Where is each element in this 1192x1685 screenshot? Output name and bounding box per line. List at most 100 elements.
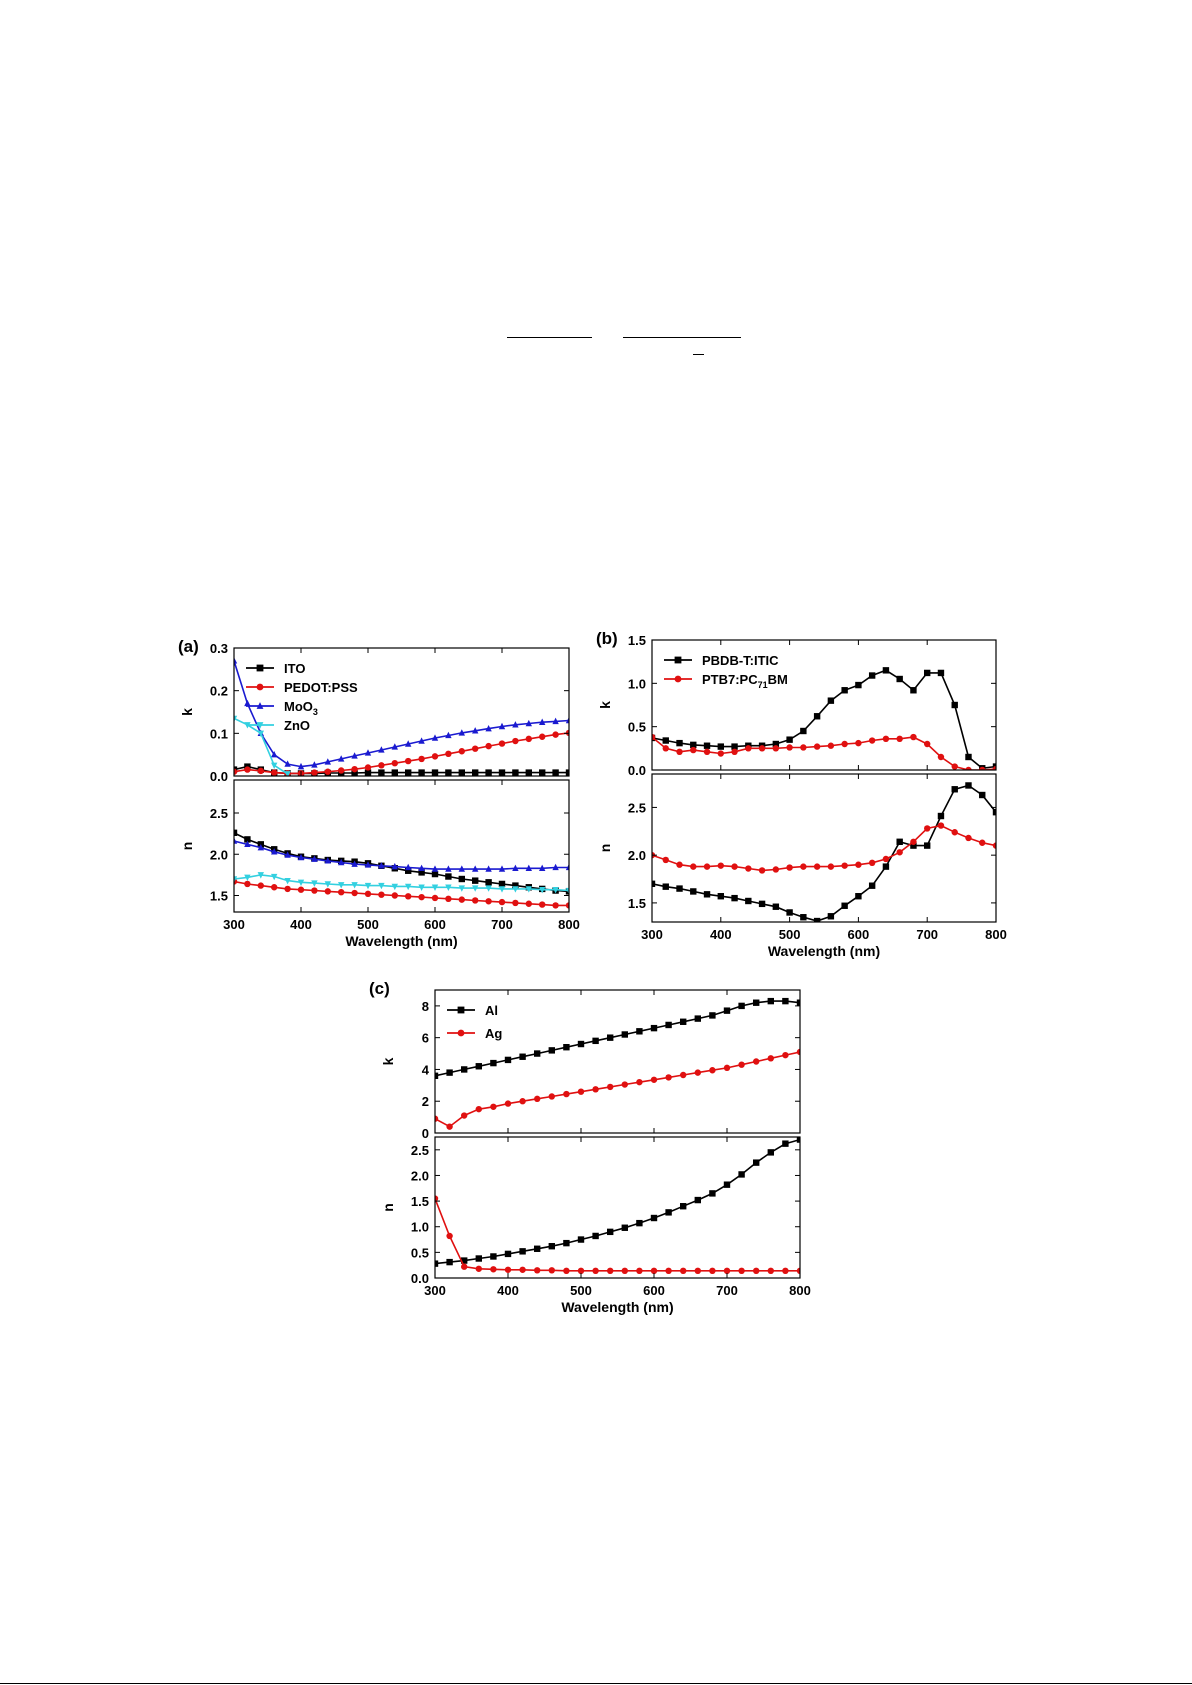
x-tick-label: 300 <box>424 1283 446 1298</box>
data-point <box>445 750 452 758</box>
data-point <box>738 1002 745 1010</box>
data-point <box>431 894 439 902</box>
data-point <box>271 873 278 881</box>
data-point <box>563 1044 570 1051</box>
data-point <box>841 687 848 694</box>
series-Al <box>435 1137 800 1267</box>
data-point <box>855 861 862 868</box>
data-point <box>271 769 278 776</box>
x-axis-label: Wavelength (nm) <box>345 933 457 949</box>
x-tick-label: 700 <box>916 927 938 942</box>
y-tick-label: 6 <box>422 1031 429 1046</box>
data-point <box>796 999 800 1006</box>
data-point <box>472 897 479 904</box>
data-point <box>577 1236 585 1243</box>
data-point <box>636 1219 643 1227</box>
data-point <box>796 1048 800 1056</box>
y-axis-label: k <box>597 701 613 709</box>
data-point <box>753 999 760 1006</box>
x-tick-label: 500 <box>357 917 379 932</box>
equation-fraction-bar <box>623 337 741 338</box>
data-point <box>539 901 546 908</box>
data-point <box>534 1050 541 1057</box>
data-point <box>703 891 711 898</box>
data-point <box>512 899 519 907</box>
data-point <box>951 829 958 836</box>
data-point <box>753 1267 760 1275</box>
data-point <box>565 863 569 871</box>
data-point <box>445 884 452 891</box>
data-point <box>475 1063 482 1070</box>
data-point <box>391 760 398 767</box>
data-point <box>552 717 559 725</box>
data-point <box>924 740 931 748</box>
legend-label: PTB7:PC71BM <box>702 672 788 690</box>
data-point <box>868 737 876 744</box>
data-point <box>709 1067 716 1074</box>
data-point <box>703 863 711 870</box>
data-point <box>512 886 519 893</box>
data-point <box>767 1055 774 1062</box>
data-point <box>772 745 780 752</box>
data-point <box>461 1257 468 1264</box>
legend-label: MoO3 <box>284 699 318 717</box>
data-point <box>435 1260 439 1267</box>
legend-label: PBDB-T:ITIC <box>702 653 779 668</box>
data-point <box>827 863 835 870</box>
data-point <box>563 1267 570 1275</box>
data-point <box>758 745 766 752</box>
data-point <box>271 750 278 758</box>
data-point <box>674 656 682 664</box>
data-point <box>577 1267 585 1275</box>
x-tick-label: 300 <box>641 927 663 942</box>
data-point <box>475 1265 482 1272</box>
subplot-n: 1.5 2.0 2.5 300 400 500 600 700 800 Wavelength (n… <box>597 773 1007 959</box>
series-PTB7:PC71BM <box>652 822 996 874</box>
data-point <box>937 669 945 677</box>
data-point <box>992 842 996 849</box>
y-tick-label: 0.0 <box>411 1271 429 1286</box>
data-point <box>910 838 917 845</box>
data-point <box>405 867 412 874</box>
data-point <box>621 1081 628 1088</box>
data-point <box>552 769 559 776</box>
data-point <box>351 860 358 867</box>
data-point <box>485 898 492 905</box>
data-point <box>338 889 345 896</box>
x-tick-label: 500 <box>570 1283 592 1298</box>
series-MoO3 <box>234 837 569 872</box>
data-point <box>418 864 425 871</box>
data-point <box>652 880 656 888</box>
data-point <box>548 1047 555 1054</box>
data-point <box>257 730 264 738</box>
data-point <box>525 886 532 893</box>
series-line <box>234 732 569 775</box>
data-point <box>311 880 318 887</box>
legend-label: Al <box>485 1003 498 1018</box>
data-point <box>951 701 958 709</box>
data-point <box>552 887 559 894</box>
data-point <box>896 849 903 856</box>
data-point <box>607 1034 614 1041</box>
data-point <box>256 702 264 709</box>
panel-label: (a) <box>178 637 199 656</box>
data-point <box>910 687 917 694</box>
data-point <box>717 893 724 900</box>
data-point <box>525 735 532 743</box>
subplot-n: 1.5 2.0 2.5 300 400 500 600 700 800 Wavelength (n… <box>179 779 580 949</box>
data-point <box>234 876 238 883</box>
data-point <box>924 669 931 677</box>
data-point <box>738 1267 745 1275</box>
x-axis-label: Wavelength (nm) <box>561 1299 673 1315</box>
data-point <box>431 865 439 872</box>
data-point <box>680 1071 687 1079</box>
data-point <box>723 1267 731 1275</box>
data-point <box>665 1021 672 1029</box>
plot-frame <box>233 779 570 913</box>
data-point <box>378 862 385 869</box>
data-point <box>813 863 821 870</box>
legend-entry: MoO3 <box>246 699 318 717</box>
series-Ag <box>435 1048 800 1130</box>
data-point <box>364 882 372 890</box>
data-point <box>271 762 278 770</box>
